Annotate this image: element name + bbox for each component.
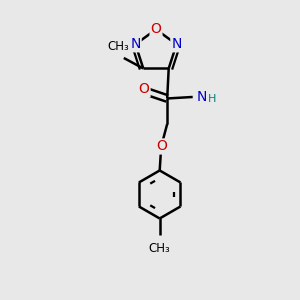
Text: O: O xyxy=(139,82,149,97)
Text: H: H xyxy=(208,94,217,104)
Text: O: O xyxy=(156,140,167,154)
Text: O: O xyxy=(151,22,161,36)
Text: N: N xyxy=(171,37,182,51)
Text: N: N xyxy=(130,37,141,51)
Text: CH₃: CH₃ xyxy=(107,40,129,53)
Text: CH₃: CH₃ xyxy=(149,242,171,255)
Text: N: N xyxy=(196,90,207,104)
